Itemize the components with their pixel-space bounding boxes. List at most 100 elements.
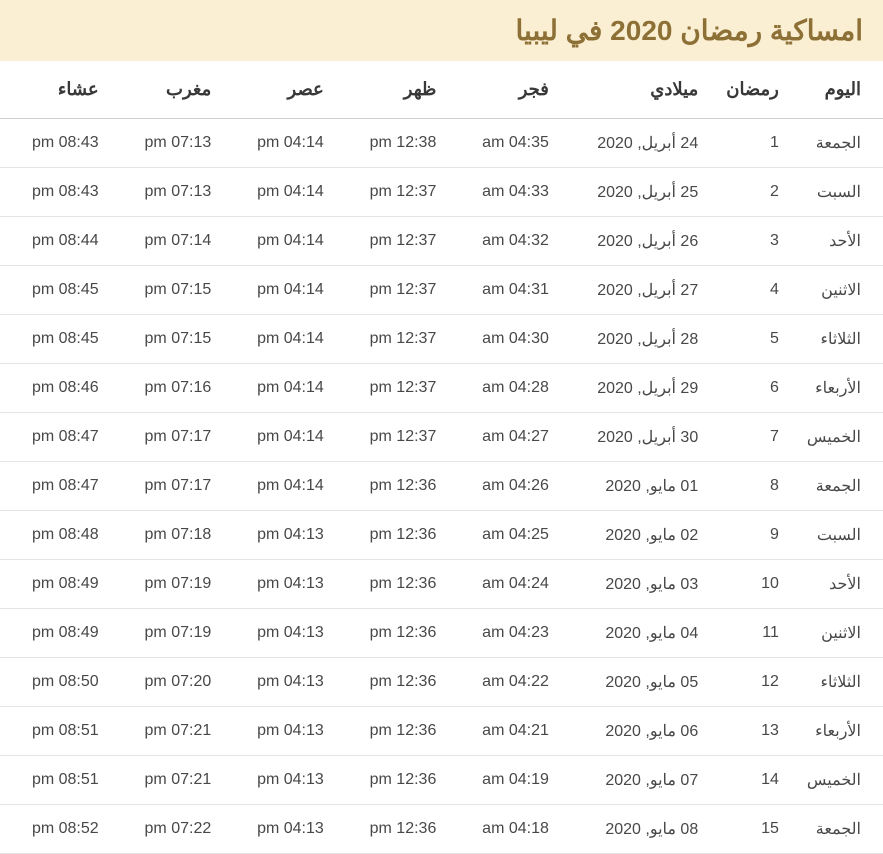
table-cell: 3: [712, 217, 793, 266]
table-row: الأحد326 أبريل, 2020am 04:32pm 12:37pm 0…: [0, 217, 883, 266]
table-cell: pm 08:50: [0, 658, 113, 707]
table-cell: pm 04:14: [225, 413, 338, 462]
table-cell: السبت: [793, 168, 883, 217]
table-cell: 07 مايو, 2020: [563, 756, 712, 805]
table-cell: pm 07:16: [113, 364, 226, 413]
table-cell: pm 07:13: [113, 168, 226, 217]
table-cell: am 04:31: [450, 266, 563, 315]
table-cell: pm 04:13: [225, 658, 338, 707]
table-cell: 8: [712, 462, 793, 511]
table-cell: 25 أبريل, 2020: [563, 168, 712, 217]
table-cell: am 04:28: [450, 364, 563, 413]
table-cell: am 04:32: [450, 217, 563, 266]
column-header: عصر: [225, 61, 338, 119]
table-cell: 12: [712, 658, 793, 707]
table-cell: 28 أبريل, 2020: [563, 315, 712, 364]
table-cell: pm 12:37: [338, 364, 451, 413]
table-cell: am 04:18: [450, 805, 563, 854]
table-cell: am 04:22: [450, 658, 563, 707]
table-cell: الاثنين: [793, 609, 883, 658]
table-cell: pm 04:14: [225, 315, 338, 364]
table-cell: pm 12:37: [338, 266, 451, 315]
table-cell: pm 12:36: [338, 560, 451, 609]
table-cell: 08 مايو, 2020: [563, 805, 712, 854]
table-row: الخميس730 أبريل, 2020am 04:27pm 12:37pm …: [0, 413, 883, 462]
table-row: الاثنين427 أبريل, 2020am 04:31pm 12:37pm…: [0, 266, 883, 315]
table-row: السبت225 أبريل, 2020am 04:33pm 12:37pm 0…: [0, 168, 883, 217]
table-body: الجمعة124 أبريل, 2020am 04:35pm 12:38pm …: [0, 119, 883, 854]
table-cell: 2: [712, 168, 793, 217]
table-row: الخميس1407 مايو, 2020am 04:19pm 12:36pm …: [0, 756, 883, 805]
table-cell: الخميس: [793, 413, 883, 462]
table-cell: 10: [712, 560, 793, 609]
table-cell: am 04:19: [450, 756, 563, 805]
table-cell: pm 08:44: [0, 217, 113, 266]
table-cell: الأربعاء: [793, 364, 883, 413]
table-cell: pm 07:22: [113, 805, 226, 854]
table-cell: pm 07:14: [113, 217, 226, 266]
table-cell: pm 04:13: [225, 805, 338, 854]
table-cell: pm 08:48: [0, 511, 113, 560]
table-cell: pm 08:47: [0, 413, 113, 462]
table-cell: 04 مايو, 2020: [563, 609, 712, 658]
table-cell: الثلاثاء: [793, 315, 883, 364]
table-row: الجمعة1508 مايو, 2020am 04:18pm 12:36pm …: [0, 805, 883, 854]
table-cell: pm 08:43: [0, 168, 113, 217]
table-cell: الأحد: [793, 217, 883, 266]
table-cell: 30 أبريل, 2020: [563, 413, 712, 462]
table-cell: pm 07:15: [113, 266, 226, 315]
table-cell: 4: [712, 266, 793, 315]
table-cell: 03 مايو, 2020: [563, 560, 712, 609]
table-cell: 1: [712, 119, 793, 168]
table-cell: pm 07:18: [113, 511, 226, 560]
table-row: الأربعاء1306 مايو, 2020am 04:21pm 12:36p…: [0, 707, 883, 756]
table-row: الأربعاء629 أبريل, 2020am 04:28pm 12:37p…: [0, 364, 883, 413]
table-cell: am 04:21: [450, 707, 563, 756]
table-cell: pm 07:21: [113, 707, 226, 756]
table-cell: 13: [712, 707, 793, 756]
table-row: الاثنين1104 مايو, 2020am 04:23pm 12:36pm…: [0, 609, 883, 658]
column-header: ميلادي: [563, 61, 712, 119]
table-cell: 14: [712, 756, 793, 805]
table-cell: pm 04:13: [225, 511, 338, 560]
table-cell: am 04:27: [450, 413, 563, 462]
table-cell: am 04:35: [450, 119, 563, 168]
table-cell: pm 07:20: [113, 658, 226, 707]
table-cell: 06 مايو, 2020: [563, 707, 712, 756]
table-cell: pm 08:49: [0, 560, 113, 609]
table-cell: pm 12:36: [338, 805, 451, 854]
page-title: امساكية رمضان 2020 في ليبيا: [0, 0, 883, 61]
table-cell: pm 04:13: [225, 707, 338, 756]
table-cell: pm 07:19: [113, 609, 226, 658]
table-cell: الجمعة: [793, 462, 883, 511]
table-row: الثلاثاء528 أبريل, 2020am 04:30pm 12:37p…: [0, 315, 883, 364]
table-cell: pm 12:38: [338, 119, 451, 168]
table-cell: pm 04:14: [225, 119, 338, 168]
table-cell: pm 08:43: [0, 119, 113, 168]
table-cell: الأحد: [793, 560, 883, 609]
table-cell: 11: [712, 609, 793, 658]
table-cell: pm 12:37: [338, 168, 451, 217]
table-row: الجمعة124 أبريل, 2020am 04:35pm 12:38pm …: [0, 119, 883, 168]
table-cell: pm 08:47: [0, 462, 113, 511]
table-cell: am 04:24: [450, 560, 563, 609]
table-cell: 7: [712, 413, 793, 462]
table-cell: السبت: [793, 511, 883, 560]
table-cell: am 04:33: [450, 168, 563, 217]
table-header: اليومرمضانميلاديفجرظهرعصرمغربعشاء: [0, 61, 883, 119]
table-cell: pm 04:14: [225, 168, 338, 217]
table-cell: pm 07:15: [113, 315, 226, 364]
table-cell: pm 08:45: [0, 315, 113, 364]
table-cell: pm 12:36: [338, 658, 451, 707]
table-cell: pm 12:36: [338, 462, 451, 511]
table-cell: am 04:23: [450, 609, 563, 658]
table-cell: pm 04:14: [225, 217, 338, 266]
table-cell: 01 مايو, 2020: [563, 462, 712, 511]
table-cell: pm 07:19: [113, 560, 226, 609]
table-cell: pm 08:51: [0, 707, 113, 756]
prayer-times-table: اليومرمضانميلاديفجرظهرعصرمغربعشاء الجمعة…: [0, 61, 883, 854]
table-row: الجمعة801 مايو, 2020am 04:26pm 12:36pm 0…: [0, 462, 883, 511]
table-row: الثلاثاء1205 مايو, 2020am 04:22pm 12:36p…: [0, 658, 883, 707]
table-cell: pm 04:14: [225, 462, 338, 511]
column-header: فجر: [450, 61, 563, 119]
